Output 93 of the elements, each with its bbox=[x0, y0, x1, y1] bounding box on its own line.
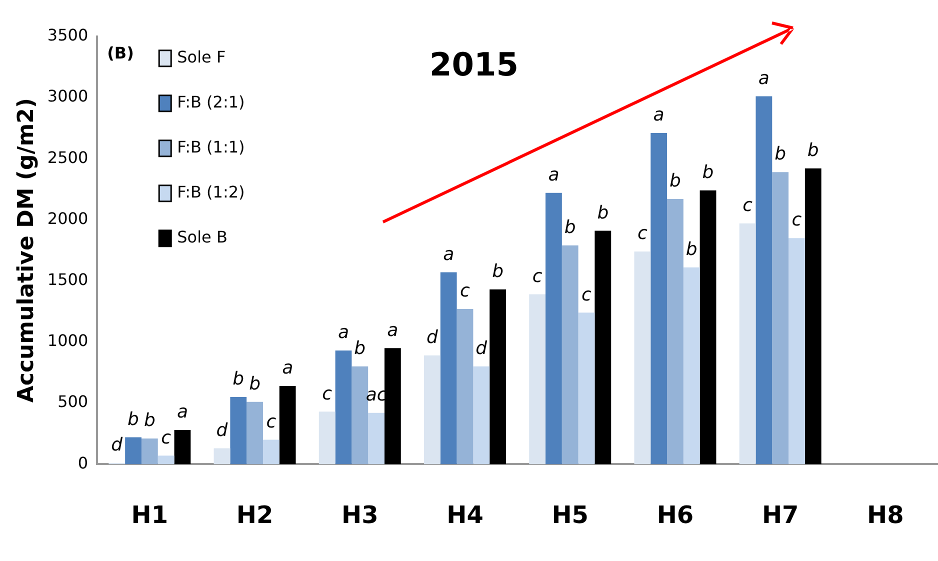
y-axis-title: Accumulative DM (g/m2) bbox=[14, 98, 39, 403]
annotation: (B) bbox=[107, 44, 134, 63]
data-label: b bbox=[144, 410, 156, 432]
data-label: a bbox=[548, 164, 560, 186]
bar bbox=[368, 412, 384, 464]
bar bbox=[739, 223, 756, 464]
data-label: c bbox=[322, 383, 332, 404]
data-label: b bbox=[597, 202, 609, 224]
data-label: c bbox=[742, 195, 753, 216]
chart-title: 2015 bbox=[429, 46, 519, 84]
bar bbox=[490, 289, 506, 464]
bar bbox=[279, 386, 296, 464]
x-tick-label: H6 bbox=[656, 500, 694, 529]
y-tick-label: 3000 bbox=[47, 86, 88, 106]
data-label: c bbox=[161, 427, 172, 448]
bar bbox=[424, 355, 440, 464]
bar bbox=[683, 267, 700, 464]
y-tick-label: 500 bbox=[58, 392, 88, 412]
data-label: a bbox=[653, 104, 664, 126]
data-label: b bbox=[807, 140, 819, 162]
data-label: c bbox=[582, 284, 592, 306]
legend-label: F:B (1:2) bbox=[177, 182, 245, 202]
x-tick-label: H7 bbox=[762, 500, 799, 529]
bar bbox=[318, 412, 336, 464]
x-tick-label: H8 bbox=[867, 500, 904, 529]
data-label: b bbox=[232, 368, 244, 390]
data-label: a bbox=[387, 320, 398, 341]
bar bbox=[214, 448, 230, 464]
data-label: c bbox=[266, 411, 276, 432]
y-tick-label: 2500 bbox=[47, 148, 88, 167]
data-label: b bbox=[702, 162, 714, 184]
x-tick-label: H4 bbox=[446, 500, 484, 529]
bar bbox=[473, 366, 490, 464]
y-tick-label: 2000 bbox=[47, 208, 88, 228]
data-label: d bbox=[111, 434, 124, 456]
bar bbox=[700, 190, 716, 464]
bar bbox=[456, 308, 474, 464]
data-label: b bbox=[774, 144, 786, 165]
bar bbox=[352, 366, 368, 464]
data-label: ac bbox=[366, 384, 387, 406]
data-label: c bbox=[532, 266, 542, 287]
data-label: a bbox=[443, 244, 454, 265]
x-tick-label: H2 bbox=[236, 500, 274, 529]
bar bbox=[246, 402, 263, 464]
bar bbox=[384, 348, 401, 464]
data-label: b bbox=[128, 408, 139, 430]
legend-label: Sole F bbox=[177, 48, 226, 67]
data-label: b bbox=[670, 170, 681, 192]
bar bbox=[634, 252, 651, 464]
data-label: a bbox=[176, 402, 188, 423]
bar bbox=[174, 430, 191, 464]
bar bbox=[158, 456, 174, 464]
x-tick-label: H5 bbox=[552, 500, 589, 529]
bar bbox=[125, 437, 142, 464]
bar bbox=[578, 312, 595, 464]
data-label: b bbox=[354, 338, 366, 360]
data-label: b bbox=[249, 374, 261, 395]
bar bbox=[141, 438, 158, 464]
data-label: c bbox=[792, 210, 802, 231]
bar bbox=[650, 132, 668, 464]
legend-label: F:B (1:1) bbox=[177, 138, 245, 157]
bar bbox=[594, 230, 612, 464]
legend-label: F:B (2:1) bbox=[177, 92, 245, 112]
data-label: b bbox=[686, 239, 698, 260]
y-tick-label: 1000 bbox=[47, 331, 88, 350]
bar bbox=[788, 238, 805, 464]
bar bbox=[529, 294, 546, 464]
y-tick-label: 3500 bbox=[47, 26, 88, 45]
legend-label: Sole B bbox=[177, 228, 228, 247]
data-label: d bbox=[216, 420, 228, 441]
y-tick-label: 0 bbox=[78, 453, 88, 472]
bar bbox=[667, 198, 684, 464]
data-label: c bbox=[460, 280, 470, 302]
data-label: a bbox=[338, 322, 350, 344]
y-tick-label: 1500 bbox=[47, 270, 88, 290]
data-label: a bbox=[758, 68, 770, 89]
data-label: a bbox=[282, 358, 294, 379]
data-label: d bbox=[426, 327, 438, 348]
bar bbox=[230, 396, 247, 464]
x-tick-label: H1 bbox=[131, 500, 168, 529]
bar bbox=[562, 245, 578, 464]
data-label: b bbox=[564, 217, 576, 238]
data-label: b bbox=[492, 261, 504, 282]
bar bbox=[262, 440, 280, 464]
bar bbox=[756, 96, 772, 464]
bar bbox=[772, 172, 789, 464]
x-tick-label: H3 bbox=[341, 500, 378, 529]
bar bbox=[804, 168, 822, 464]
bar bbox=[440, 272, 457, 464]
data-label: c bbox=[637, 223, 648, 244]
bar bbox=[335, 350, 352, 464]
data-label: d bbox=[476, 338, 488, 360]
bar bbox=[546, 192, 562, 464]
